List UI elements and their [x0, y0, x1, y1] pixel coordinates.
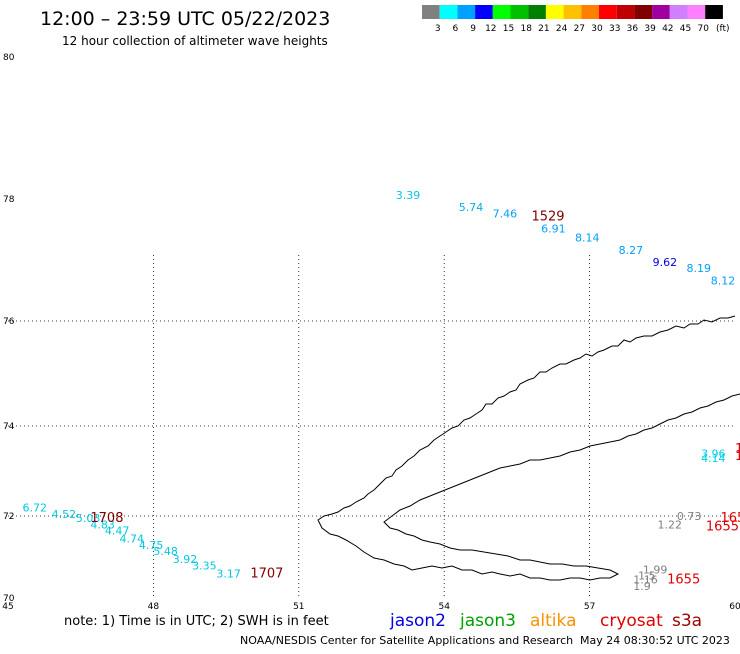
legend-swatch: [440, 5, 458, 19]
legend-tick-label: 15: [503, 24, 514, 34]
units-note: note: 1) Time is in UTC; 2) SWH is in fe…: [64, 614, 329, 629]
pass-time-label: 1708: [90, 511, 123, 526]
swh-value-label: 5.74: [459, 201, 484, 214]
lat-tick-label: 78: [3, 195, 15, 205]
mission-label-altika: altika: [530, 611, 577, 631]
legend-tick-label: 3: [435, 24, 441, 34]
legend-tick-label: 24: [556, 24, 568, 34]
legend-swatch: [457, 5, 475, 19]
swh-value-label: 3.39: [396, 189, 421, 202]
swh-value-label: 4.52: [52, 508, 76, 521]
legend-swatch: [634, 5, 652, 19]
pass-time-labels: 15291708170716551655165511: [90, 209, 740, 587]
swh-value-label: 8.19: [687, 262, 712, 275]
map-title: 12:00 – 23:59 UTC 05/22/2023: [40, 8, 330, 30]
legend-swatch: [599, 5, 617, 19]
lat-tick-label: 76: [3, 317, 15, 327]
map-area: 3.395.747.466.918.148.279.628.198.129.36…: [2, 53, 740, 612]
mission-label-cryosat: cryosat: [600, 611, 663, 631]
legend-tick-label: 9: [470, 24, 476, 34]
legend-tick-label: 42: [662, 24, 673, 34]
lat-tick-label: 72: [3, 512, 14, 522]
legend-tick-label: 39: [644, 24, 656, 34]
legend-swatch: [564, 5, 582, 19]
legend-swatch: [581, 5, 599, 19]
pass-time-label: 1529: [531, 209, 564, 224]
lat-tick-label: 74: [3, 422, 15, 432]
legend-tick-label: 30: [591, 24, 603, 34]
lon-tick-label: 60: [729, 602, 740, 612]
swh-value-label: 8.12: [711, 274, 736, 287]
legend-swatch: [511, 5, 529, 19]
pass-time-label: 1707: [250, 567, 283, 582]
lat-tick-label: 80: [3, 53, 15, 63]
swh-value-label: 8.14: [575, 232, 600, 245]
pass-time-label: 1: [735, 449, 740, 464]
mission-label-jason2: jason2: [389, 611, 446, 631]
credit-text: NOAA/NESDIS Center for Satellite Applica…: [240, 634, 573, 647]
lon-tick-label: 48: [148, 602, 160, 612]
pass-time-label: 1655: [706, 519, 739, 534]
lon-tick-label: 51: [293, 602, 304, 612]
swh-observations: 3.395.747.466.918.148.279.628.198.129.36…: [23, 189, 740, 593]
swh-value-label: 1.22: [657, 518, 682, 531]
legend-swatch: [617, 5, 635, 19]
lon-tick-label: 57: [584, 602, 595, 612]
legend-swatch: [493, 5, 511, 19]
legend-swatch: [688, 5, 706, 19]
legend-tick-label: 33: [609, 24, 620, 34]
legend-tick-label: 21: [538, 24, 549, 34]
legend-tick-label: 45: [680, 24, 691, 34]
swh-value-label: 4.14: [701, 452, 726, 465]
legend-tick-label: 18: [520, 24, 532, 34]
legend-swatch: [475, 5, 493, 19]
swh-value-label: 3.17: [216, 568, 241, 581]
swh-value-label: 3.35: [192, 559, 217, 572]
novaya-zemlya-coastline: [318, 316, 740, 580]
swh-value-label: 9.62: [653, 256, 678, 269]
mission-label-jason3: jason3: [459, 611, 516, 631]
legend-swatch: [670, 5, 688, 19]
legend-swatch: [528, 5, 546, 19]
legend-swatch: [705, 5, 723, 19]
coastline: [318, 316, 740, 580]
legend-tick-label: 27: [574, 24, 585, 34]
swh-value-label: 7.46: [493, 207, 517, 220]
mission-legend: jason2 jason3 altika cryosat s3a: [389, 611, 702, 631]
generated-timestamp: May 24 08:30:52 UTC 2023: [580, 634, 730, 647]
legend-tick-label: 12: [485, 24, 496, 34]
legend-swatch: [546, 5, 564, 19]
legend-swatch: [652, 5, 670, 19]
legend-tick-label: 6: [453, 24, 459, 34]
swh-value-label: 1.9: [633, 580, 651, 593]
legend-unit-label: (ft): [716, 24, 730, 34]
swh-value-label: 8.27: [619, 244, 644, 257]
swh-value-label: 6.91: [541, 223, 566, 236]
pass-time-label: 1655: [667, 573, 700, 588]
map-subtitle: 12 hour collection of altimeter wave hei…: [62, 34, 328, 48]
legend-tick-label: 36: [627, 24, 639, 34]
legend-swatch: [422, 5, 440, 19]
mission-label-s3a: s3a: [672, 611, 702, 631]
lat-tick-label: 70: [3, 594, 15, 604]
graticule-grid: [8, 255, 735, 598]
swh-value-label: 6.72: [23, 502, 48, 515]
legend-tick-label: 70: [697, 24, 709, 34]
